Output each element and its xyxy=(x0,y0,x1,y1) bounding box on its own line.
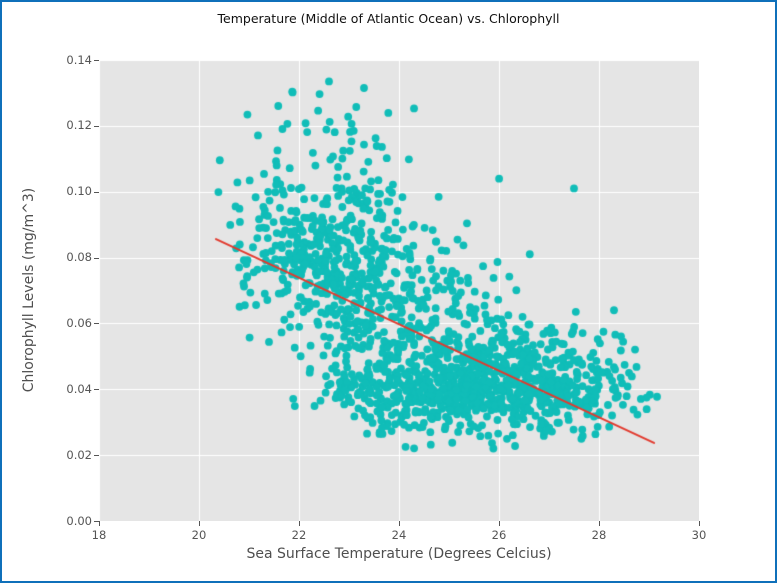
y-tick-label: 0.02 xyxy=(66,447,92,462)
y-tick-mark xyxy=(94,455,99,456)
x-tick-label: 20 xyxy=(191,528,207,542)
x-tick-mark xyxy=(99,521,100,526)
y-tick-label: 0.00 xyxy=(66,513,92,528)
x-tick-label: 26 xyxy=(491,528,507,542)
y-axis-label: Chlorophyll Levels (mg/m^3) xyxy=(21,187,37,393)
x-tick-label: 18 xyxy=(91,528,107,542)
y-tick-label: 0.06 xyxy=(66,315,92,330)
x-tick-label: 30 xyxy=(691,528,707,542)
x-tick-mark xyxy=(299,521,300,526)
x-tick-label: 24 xyxy=(391,528,407,542)
x-tick-label: 22 xyxy=(291,528,307,542)
y-tick-label: 0.12 xyxy=(66,118,92,133)
x-tick-mark xyxy=(399,521,400,526)
y-tick-mark xyxy=(94,389,99,390)
y-tick-mark xyxy=(94,126,99,127)
plot-area xyxy=(99,60,699,521)
x-tick-mark xyxy=(199,521,200,526)
y-axis-ticks: 0.00 0.02 0.04 0.06 0.08 0.10 0.12 0.14 xyxy=(2,53,99,528)
y-tick-label: 0.14 xyxy=(66,52,92,67)
y-tick-label: 0.10 xyxy=(66,184,92,199)
y-tick-mark xyxy=(94,192,99,193)
y-tick-mark xyxy=(94,521,99,522)
x-axis-label: Sea Surface Temperature (Degrees Celcius… xyxy=(246,546,552,562)
y-tick-label: 0.08 xyxy=(66,250,92,265)
x-tick-mark xyxy=(499,521,500,526)
x-tick-mark xyxy=(699,521,700,526)
chart-title: Temperature (Middle of Atlantic Ocean) v… xyxy=(217,11,560,26)
scatter-plot-canvas xyxy=(99,60,699,521)
x-tick-mark xyxy=(599,521,600,526)
x-axis-ticks: 18 20 22 24 26 28 30 xyxy=(92,521,706,551)
y-tick-label: 0.04 xyxy=(66,381,92,396)
y-tick-mark xyxy=(94,60,99,61)
x-tick-label: 28 xyxy=(591,528,607,542)
y-tick-mark xyxy=(94,258,99,259)
y-tick-mark xyxy=(94,323,99,324)
